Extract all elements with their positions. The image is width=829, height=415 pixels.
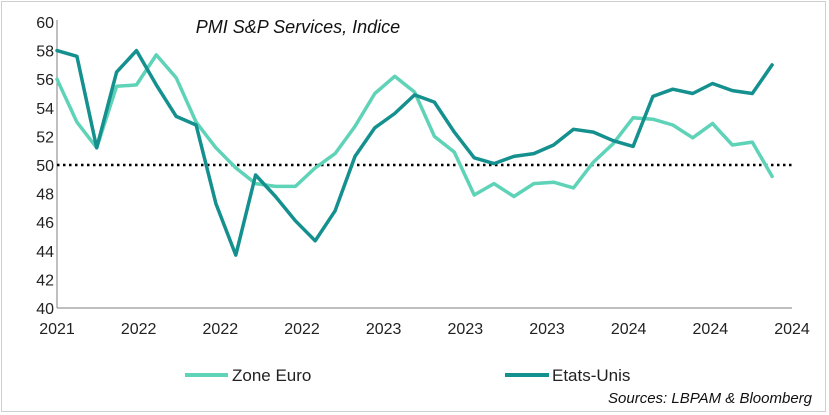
y-tick-label: 40	[36, 301, 54, 318]
y-tick-label: 48	[36, 187, 54, 204]
y-tick-label: 58	[36, 44, 54, 61]
chart-title: PMI S&P Services, Indice	[196, 17, 400, 37]
x-tick-label: 2022	[203, 321, 239, 338]
x-tick-label: 2022	[121, 321, 157, 338]
legend-label-etats-unis: Etats-Unis	[552, 366, 630, 385]
x-tick-label: 2023	[366, 321, 402, 338]
x-tick-label: 2022	[284, 321, 320, 338]
x-tick-label: 2024	[611, 321, 647, 338]
x-tick-label: 2024	[693, 321, 729, 338]
legend: Zone Euro Etats-Unis	[185, 366, 630, 385]
x-tick-label: 2021	[39, 321, 75, 338]
source-note: Sources: LBPAM & Bloomberg	[608, 390, 813, 407]
y-tick-label: 42	[36, 272, 54, 289]
series-line-zone-euro	[55, 53, 774, 199]
x-axis-ticks: 2021 2022 2022 2022 2023 2023 2023 2024 2024 2024	[39, 321, 810, 338]
y-tick-label: 60	[36, 15, 54, 32]
y-tick-label: 46	[36, 215, 54, 232]
y-tick-label: 52	[36, 129, 54, 146]
series-line-etats-unis	[55, 48, 774, 257]
series-group	[55, 48, 774, 257]
x-tick-label: 2024	[774, 321, 810, 338]
y-tick-label: 50	[36, 158, 54, 175]
y-tick-label: 56	[36, 72, 54, 89]
y-axis-ticks: 40 42 44 46 48 50 52 54 56 58 60	[36, 15, 54, 318]
x-tick-label: 2023	[529, 321, 565, 338]
legend-label-zone-euro: Zone Euro	[232, 366, 311, 385]
x-tick-label: 2023	[448, 321, 484, 338]
y-tick-label: 54	[36, 101, 54, 118]
y-tick-label: 44	[36, 244, 54, 261]
